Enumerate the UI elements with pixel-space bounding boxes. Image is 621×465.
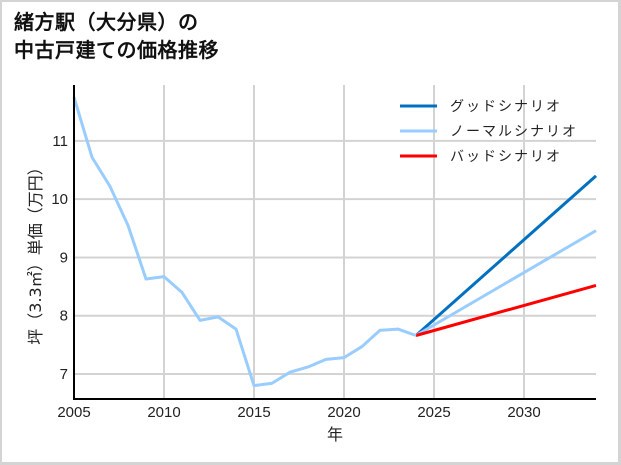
tick-labels: 2005 2010 2015 2020 2025 2030 7 8 9 10 11 <box>51 133 540 421</box>
x-tick-label: 2030 <box>507 404 540 421</box>
y-tick-label: 11 <box>52 133 68 150</box>
y-tick-label: 9 <box>60 249 68 266</box>
x-axis-label: 年 <box>327 425 343 444</box>
title-line-2: 中古戸建ての価格推移 <box>14 38 219 62</box>
legend-label: グッドシナリオ <box>450 99 562 115</box>
series-line <box>415 283 597 337</box>
x-tick-label: 2010 <box>147 404 180 421</box>
y-tick-label: 7 <box>60 366 68 383</box>
legend-label: バッドシナリオ <box>450 149 562 165</box>
legend-label: ノーマルシナリオ <box>450 124 578 140</box>
series-line <box>415 174 597 337</box>
y-axis-label: 坪（3.3㎡）単価（万円） <box>26 159 45 344</box>
x-tick-label: 2025 <box>417 404 450 421</box>
x-tick-label: 2020 <box>327 404 360 421</box>
x-tick-label: 2015 <box>237 404 270 421</box>
series-line <box>415 229 597 337</box>
series-line <box>72 96 417 388</box>
title-line-1: 緒方駅（大分県）の <box>14 10 199 34</box>
y-tick-label: 8 <box>60 308 68 325</box>
y-tick-label: 10 <box>51 191 68 208</box>
axes <box>73 85 596 400</box>
chart-title: 緒方駅（大分県）の 中古戸建ての価格推移 <box>14 8 219 64</box>
data-series <box>72 96 597 388</box>
x-tick-label: 2005 <box>57 404 90 421</box>
